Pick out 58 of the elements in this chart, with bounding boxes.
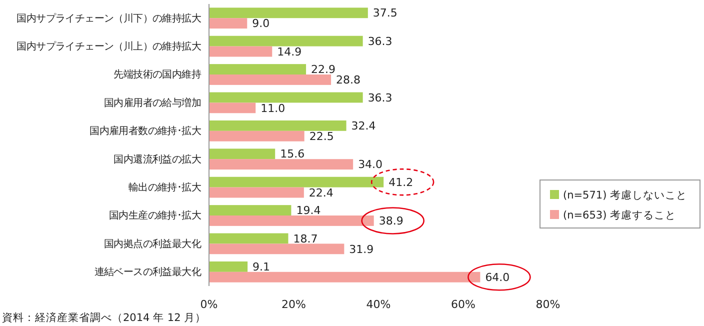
legend-label: (n=653) 考慮すること — [563, 208, 676, 222]
bar — [209, 120, 346, 131]
data-label: 14.9 — [277, 45, 302, 58]
bar — [209, 64, 306, 74]
bar — [209, 187, 304, 198]
data-label: 64.0 — [485, 270, 510, 284]
y-tick-label: 国内雇用者の給与増加 — [104, 96, 201, 109]
data-label: 28.8 — [336, 74, 361, 87]
y-tick-label: 国内サプライチェーン（川下）の維持拡大 — [16, 12, 202, 24]
bar — [209, 216, 374, 226]
data-label: 36.3 — [368, 34, 392, 48]
y-tick-label: 国内雇用者数の維持･拡大 — [90, 125, 202, 138]
bar — [209, 8, 368, 18]
x-tick-label: 40% — [366, 298, 391, 311]
x-tick-label: 0% — [200, 298, 218, 311]
data-label: 15.6 — [280, 148, 305, 161]
data-label: 32.4 — [351, 120, 376, 133]
bar — [209, 102, 256, 114]
text: 資料：経済産業省調べ（2014 年 12 月） — [2, 311, 206, 324]
bar — [209, 244, 344, 254]
y-tick-label: 国内サプライチェーン（川上）の維持拡大 — [16, 40, 202, 52]
bar — [209, 272, 480, 282]
y-tick-label: 国内還流利益の拡大 — [114, 153, 202, 166]
data-label: 38.9 — [378, 214, 404, 228]
y-tick-label: 国内生産の維持･拡大 — [108, 210, 202, 222]
data-label: 9.0 — [252, 17, 270, 30]
data-label: 36.3 — [368, 91, 392, 104]
y-tick-label: 先端技術の国内維持 — [114, 68, 202, 81]
bar — [209, 148, 276, 160]
data-label: 22.4 — [308, 186, 334, 200]
bar — [209, 18, 248, 29]
bar — [209, 46, 272, 57]
data-label: 34.0 — [358, 158, 383, 172]
bar — [209, 205, 292, 216]
data-label: 19.4 — [296, 204, 321, 218]
data-label: 18.7 — [293, 232, 318, 246]
bar — [209, 36, 363, 46]
bar — [209, 130, 304, 142]
data-label: 22.5 — [309, 130, 334, 143]
data-label: 22.9 — [311, 63, 336, 76]
bar — [209, 261, 248, 272]
data-label: 41.2 — [388, 176, 414, 189]
bar — [209, 233, 288, 244]
x-tick-label: 20% — [282, 298, 306, 311]
x-tick-label: 60% — [451, 298, 476, 311]
bar — [209, 176, 384, 188]
bar — [209, 159, 354, 170]
x-tick-label: 80% — [536, 298, 560, 311]
legend-label: (n=571) 考慮しないこと — [563, 188, 688, 202]
data-label: 37.5 — [372, 6, 398, 20]
data-label: 9.1 — [252, 260, 270, 274]
bar — [209, 74, 332, 85]
bar — [209, 92, 363, 103]
data-label: 31.9 — [349, 242, 374, 256]
y-tick-label: 連結ベースの利益最大化 — [94, 266, 202, 278]
y-tick-label: 輸出の維持･拡大 — [128, 182, 202, 194]
data-label: 11.0 — [260, 102, 286, 115]
y-tick-label: 国内拠点の利益最大化 — [104, 238, 202, 250]
